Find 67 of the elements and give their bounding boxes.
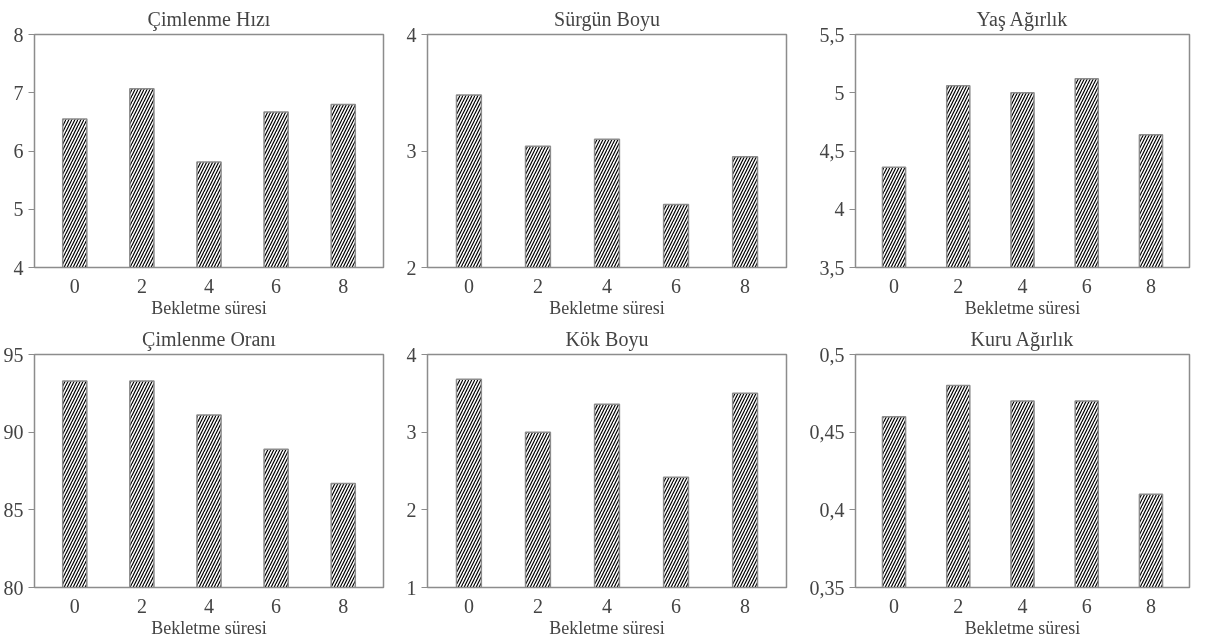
x-tick-label: 0 (69, 594, 80, 617)
y-tick-label: 5,5 (819, 23, 845, 46)
x-axis-title: Bekletme süresi (964, 297, 1081, 318)
x-tick-label: 0 (889, 594, 900, 617)
y-tick-label: 4,5 (819, 140, 845, 162)
x-axis-title: Bekletme süresi (549, 297, 665, 318)
x-tick-label: 2 (532, 274, 543, 297)
chart-title: Yaş Ağırlık (976, 7, 1068, 31)
x-tick-label: 0 (69, 274, 80, 297)
x-tick-label: 2 (953, 274, 964, 297)
x-tick-label: 6 (1081, 274, 1092, 297)
y-tick-label: 5 (834, 81, 845, 104)
chart-title: Çimlenme Oranı (142, 327, 277, 351)
x-tick-label: 0 (463, 594, 474, 617)
y-tick-label: 2 (406, 498, 417, 521)
x-tick-label: 8 (740, 274, 751, 297)
x-tick-label: 6 (671, 274, 682, 297)
y-tick-label: 3 (406, 140, 417, 162)
x-tick-label: 4 (204, 594, 214, 617)
chart-title: Sürgün Boyu (554, 7, 660, 31)
x-tick-label: 4 (602, 594, 612, 617)
y-tick-label: 3 (406, 421, 417, 444)
x-axis-title: Bekletme süresi (151, 297, 267, 318)
y-tick-label: 95 (3, 343, 24, 366)
x-tick-label: 4 (1017, 594, 1028, 617)
y-tick-label: 4 (13, 256, 24, 279)
y-tick-label: 5 (13, 198, 24, 221)
x-tick-label: 4 (1017, 274, 1028, 297)
x-tick-label: 2 (532, 594, 543, 617)
y-tick-label: 0,4 (819, 498, 845, 521)
x-tick-label: 0 (889, 274, 900, 297)
y-tick-label: 0,45 (809, 421, 845, 444)
y-tick-label: 90 (3, 421, 24, 444)
x-tick-label: 4 (602, 274, 612, 297)
x-tick-label: 6 (671, 594, 682, 617)
chart-title: Çimlenme Hızı (147, 7, 271, 31)
y-tick-label: 4 (834, 198, 845, 221)
y-tick-label: 0,5 (819, 343, 845, 366)
x-tick-label: 6 (271, 594, 282, 617)
y-tick-label: 80 (3, 576, 24, 599)
x-tick-label: 8 (740, 594, 751, 617)
y-tick-label: 4 (406, 23, 417, 46)
chart-title: Kuru Ağırlık (970, 327, 1074, 351)
chart-title: Kök Boyu (565, 327, 649, 351)
y-tick-label: 0,35 (809, 576, 845, 599)
x-tick-label: 8 (1145, 274, 1156, 297)
y-tick-label: 6 (13, 140, 24, 162)
y-tick-label: 3,5 (819, 256, 845, 279)
y-tick-label: 7 (13, 81, 24, 104)
x-axis-title: Bekletme süresi (549, 617, 665, 638)
x-tick-label: 8 (338, 594, 349, 617)
x-tick-label: 2 (136, 594, 147, 617)
x-tick-label: 4 (204, 274, 214, 297)
x-tick-label: 6 (271, 274, 282, 297)
y-tick-label: 8 (13, 23, 24, 46)
x-tick-label: 6 (1081, 594, 1092, 617)
y-tick-label: 2 (406, 256, 417, 279)
y-tick-label: 85 (3, 498, 24, 521)
x-tick-label: 8 (1145, 594, 1156, 617)
x-axis-title: Bekletme süresi (964, 617, 1081, 638)
x-tick-label: 2 (136, 274, 147, 297)
x-tick-label: 2 (953, 594, 964, 617)
x-axis-title: Bekletme süresi (151, 617, 267, 638)
x-tick-label: 8 (338, 274, 349, 297)
y-tick-label: 1 (406, 576, 417, 599)
x-tick-label: 0 (463, 274, 474, 297)
y-tick-label: 4 (406, 343, 417, 366)
